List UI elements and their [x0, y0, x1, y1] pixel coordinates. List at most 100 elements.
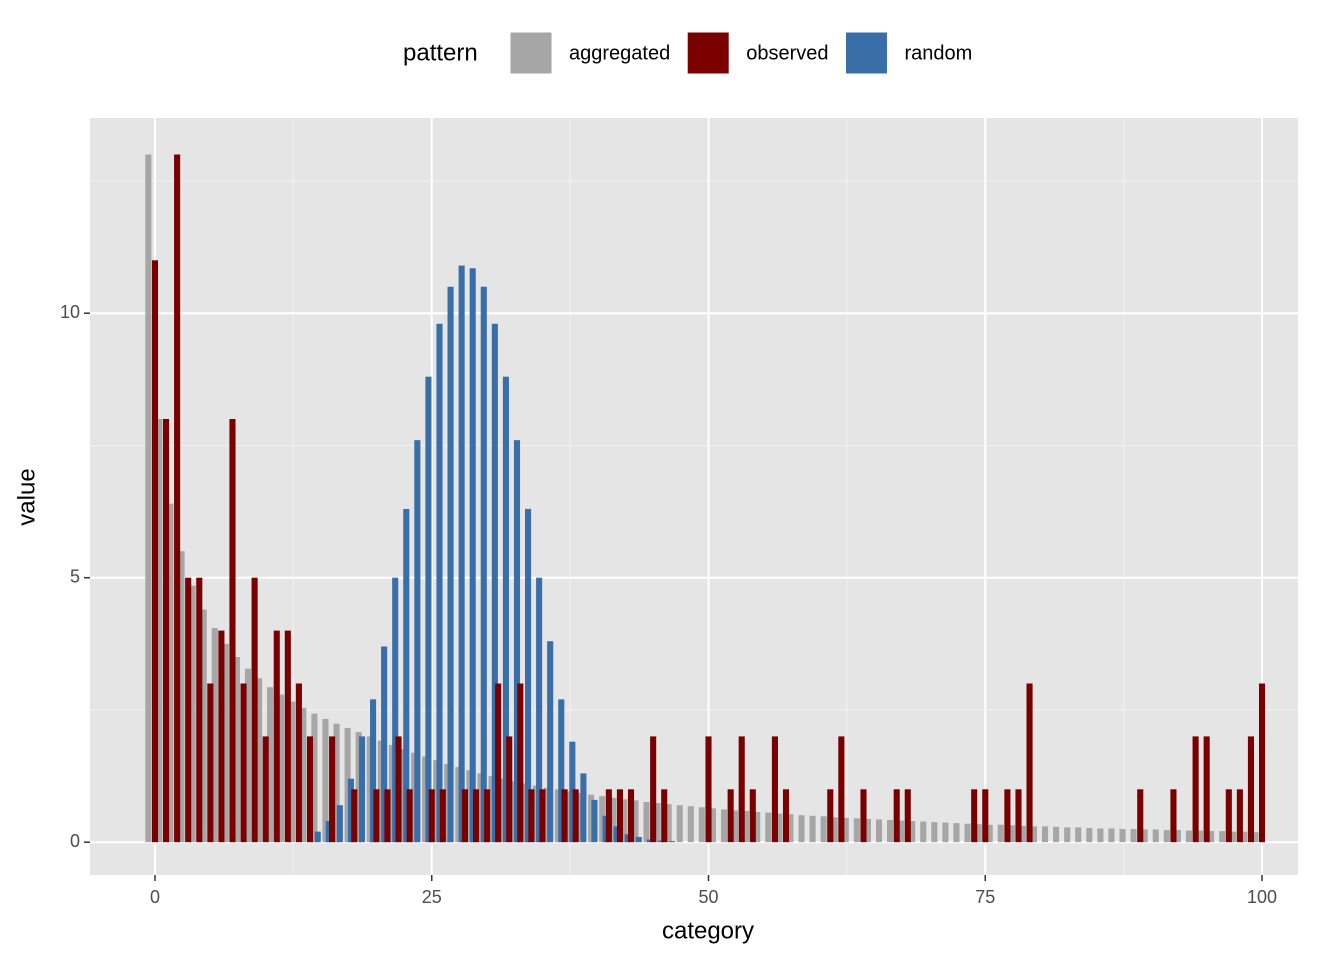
bar [284, 630, 291, 843]
bar [461, 789, 468, 843]
bar [347, 778, 354, 843]
bar [1152, 829, 1159, 843]
bar [1192, 736, 1199, 843]
bar [875, 819, 883, 843]
bar [381, 646, 388, 843]
bar [1196, 830, 1204, 843]
bar [1137, 789, 1144, 843]
bar [1019, 825, 1026, 843]
bar [732, 810, 739, 843]
bar [809, 815, 816, 843]
bar [827, 789, 834, 843]
bar [605, 789, 612, 843]
bar [942, 822, 949, 843]
bar [782, 789, 790, 843]
bar [599, 796, 606, 843]
bar [657, 840, 664, 843]
bar [754, 812, 761, 843]
legend-key [509, 31, 553, 75]
bar [240, 683, 247, 843]
bar [295, 683, 302, 843]
bar [513, 440, 521, 843]
bar [743, 810, 750, 843]
bar [510, 781, 517, 843]
bar [853, 818, 860, 843]
bar [355, 732, 362, 843]
legend-label: aggregated [569, 42, 670, 64]
bar [392, 577, 399, 843]
bar [528, 789, 535, 843]
bar [322, 718, 329, 843]
legend-label: random [904, 42, 972, 64]
bar [207, 683, 214, 843]
bar [771, 736, 778, 843]
bar [1163, 830, 1170, 843]
bar [986, 824, 993, 843]
bar [543, 787, 550, 843]
bar [610, 797, 617, 843]
bar [909, 821, 916, 843]
bar [262, 736, 269, 843]
bar [444, 763, 451, 843]
bar [311, 713, 318, 843]
bar [654, 803, 661, 843]
bar [406, 789, 413, 843]
bar [1097, 828, 1104, 843]
bar [251, 577, 258, 843]
bar [727, 789, 734, 843]
bar [329, 736, 336, 843]
bar [366, 736, 373, 843]
legend-title: pattern [403, 39, 478, 66]
bar [156, 419, 163, 843]
bar [1208, 831, 1215, 843]
bar [904, 789, 911, 843]
bar [384, 789, 391, 843]
bar [565, 791, 573, 843]
bar [720, 809, 728, 843]
bar [256, 678, 263, 843]
bar [860, 789, 867, 843]
bar [521, 783, 528, 843]
bar [395, 736, 402, 843]
bar [1119, 828, 1126, 843]
bar [997, 824, 1004, 843]
bar [920, 821, 927, 843]
bar [643, 801, 650, 843]
bar [314, 831, 321, 843]
bar [1236, 789, 1243, 843]
bar [472, 789, 480, 843]
bar [787, 814, 794, 843]
bar [233, 657, 240, 843]
bar [491, 323, 498, 843]
bar [975, 824, 982, 843]
bar [439, 789, 446, 843]
bar [842, 817, 849, 843]
legend-label: observed [746, 42, 828, 64]
bar [218, 630, 225, 843]
bar [351, 789, 358, 843]
bar [488, 776, 495, 843]
bar [222, 643, 229, 843]
bar [602, 815, 609, 843]
bar [569, 741, 576, 843]
bar [525, 508, 532, 843]
bar [738, 736, 745, 843]
bar [1064, 827, 1071, 843]
bar [820, 816, 827, 843]
bar [1170, 789, 1177, 843]
bar [189, 585, 196, 843]
legend-key [844, 31, 888, 75]
bar [635, 836, 642, 843]
bar [1026, 683, 1033, 843]
bar [931, 822, 938, 843]
bar [650, 736, 657, 843]
y-tick-label: 5 [70, 566, 80, 586]
bar [196, 577, 203, 843]
bar [898, 820, 905, 843]
bar [484, 789, 491, 843]
bar [1075, 827, 1082, 843]
bar [613, 826, 620, 843]
y-tick-label: 10 [60, 302, 80, 322]
bar [151, 260, 159, 843]
